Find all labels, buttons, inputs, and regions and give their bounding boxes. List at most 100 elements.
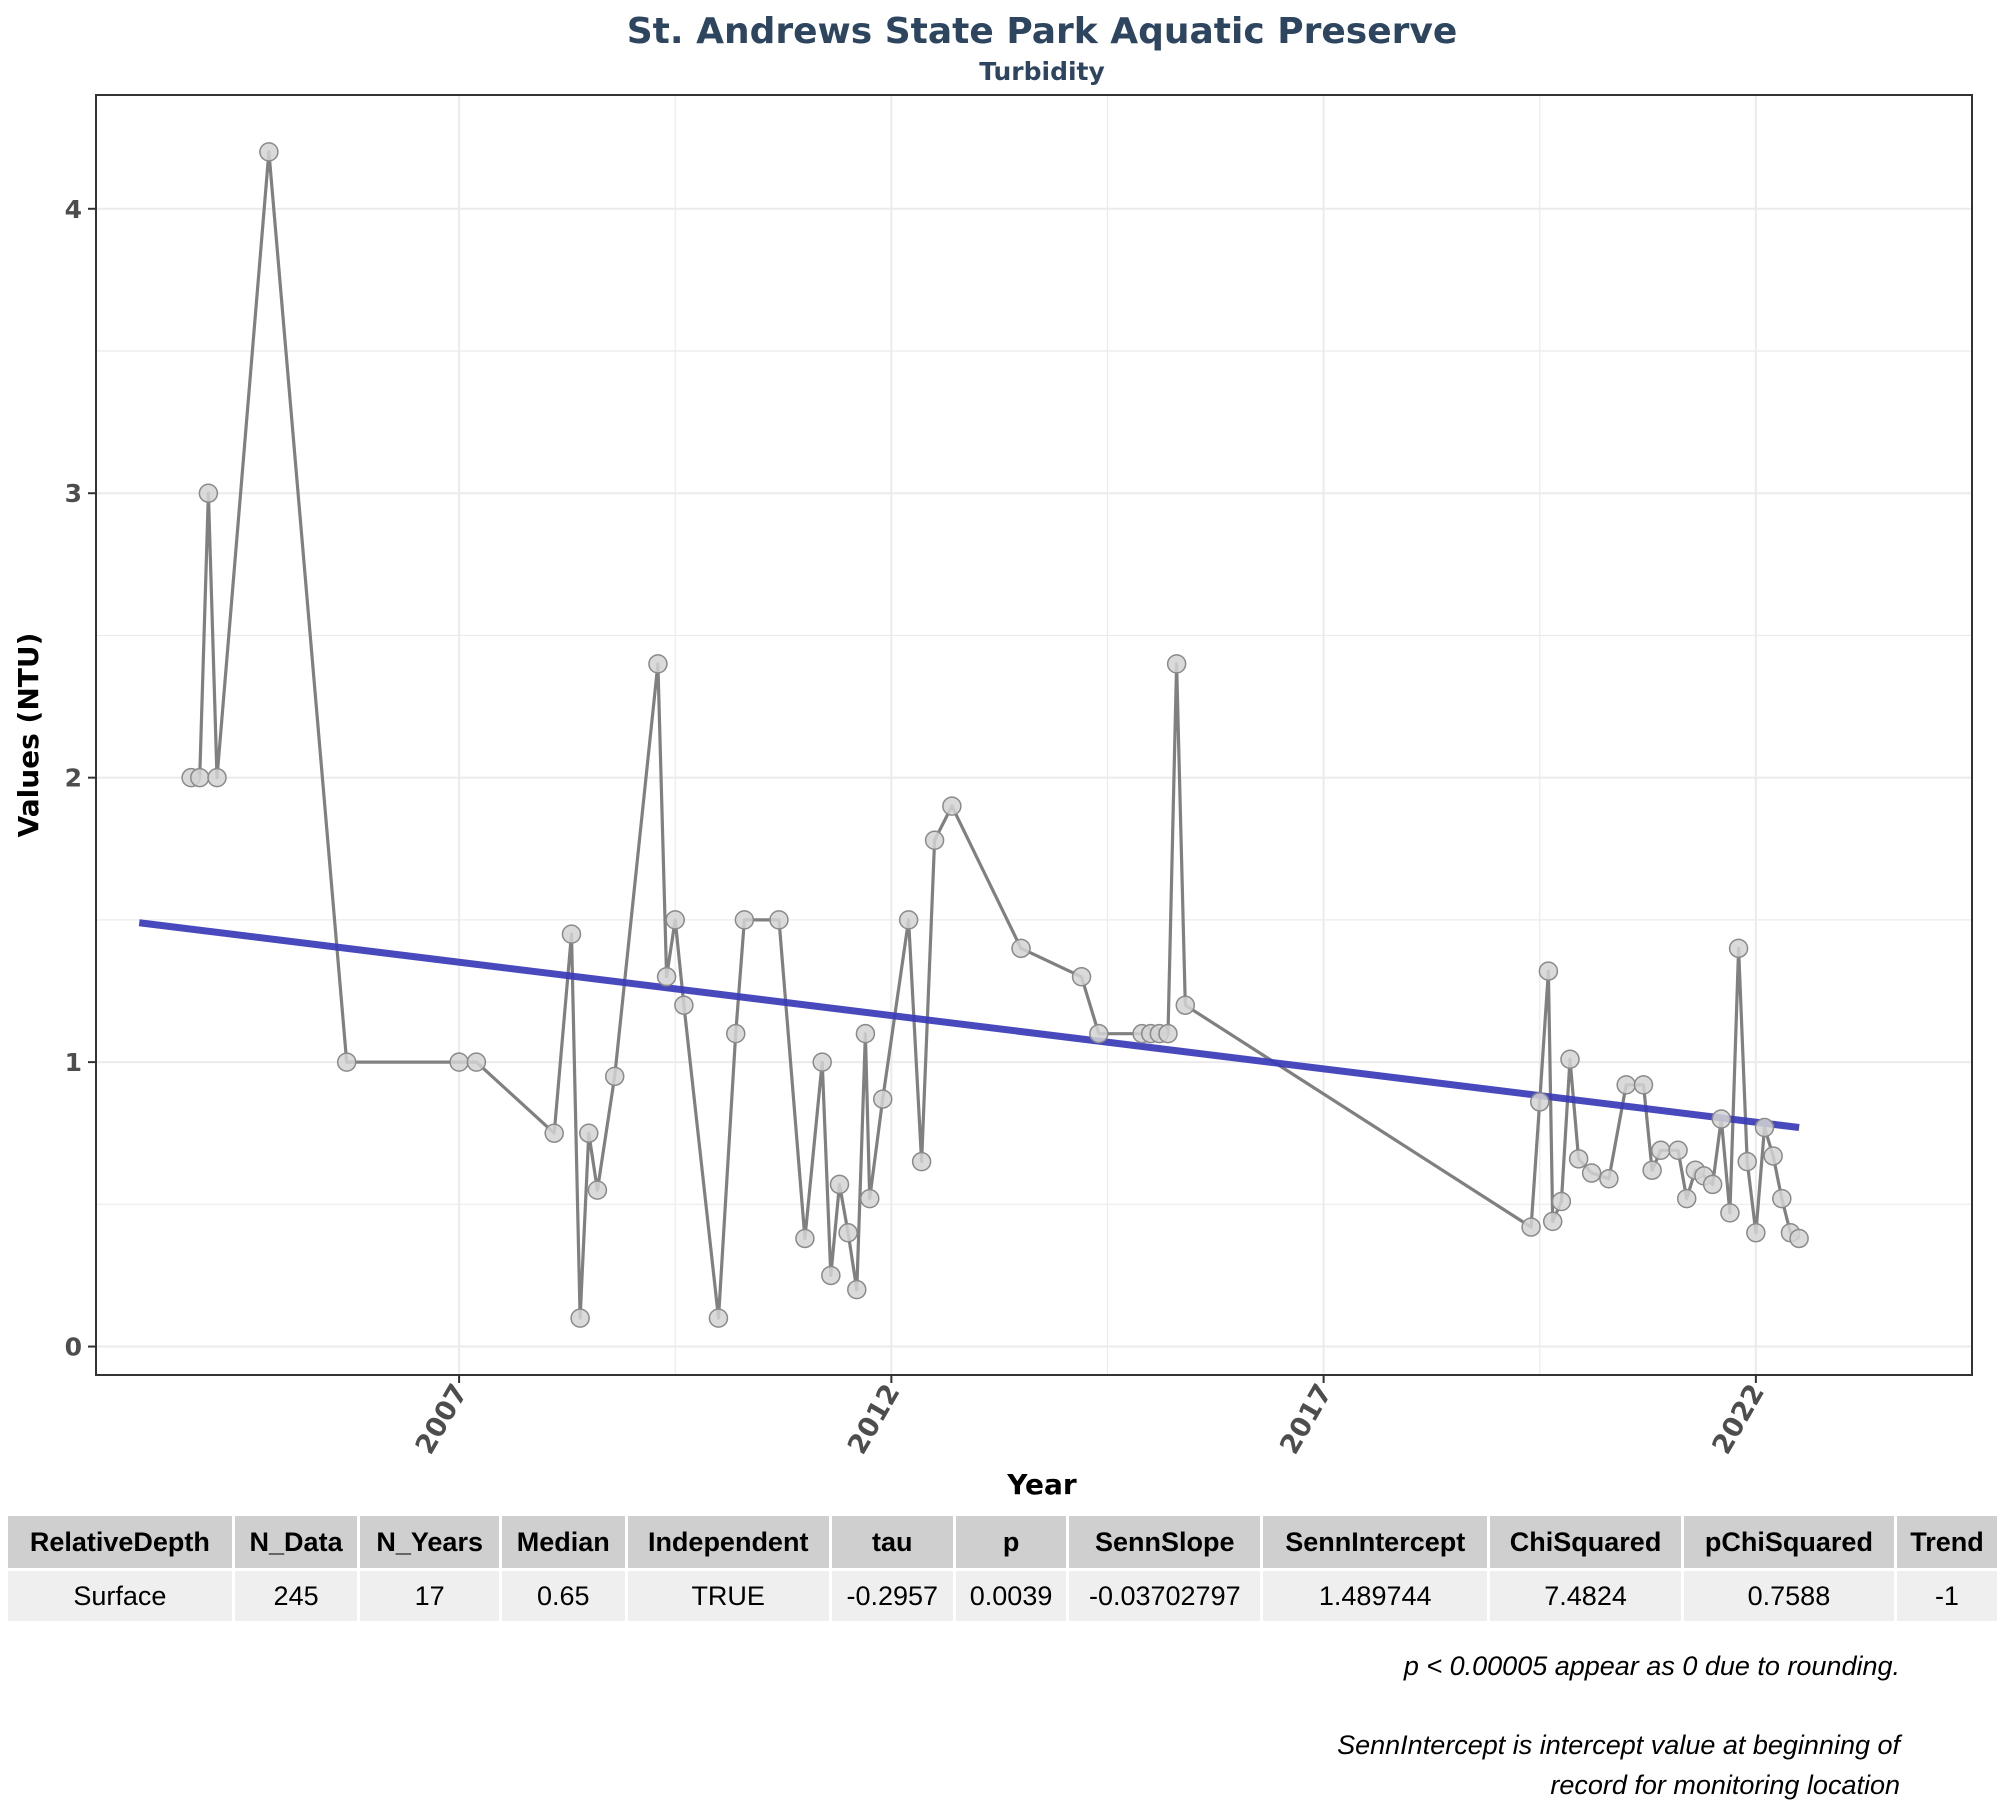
table-cell-median: 0.65 xyxy=(500,1568,628,1621)
data-point xyxy=(838,1223,858,1243)
data-point xyxy=(911,1151,932,1172)
y-axis-label: Values (NTU) xyxy=(12,633,45,838)
table-header-p: p xyxy=(954,1516,1070,1570)
data-point xyxy=(725,1023,746,1044)
data-point xyxy=(898,910,919,930)
table-header-tau: tau xyxy=(830,1516,956,1570)
table-header-sennintercept: SennIntercept xyxy=(1261,1516,1491,1570)
data-point xyxy=(604,1066,625,1087)
x-tick-label: 2022 xyxy=(1707,1379,1771,1460)
data-point xyxy=(1711,1109,1732,1129)
table-header-row: RelativeDepth N_Data N_Years Median Independ… xyxy=(8,1516,2000,1570)
table-cell-sennintercept: 1.489744 xyxy=(1261,1568,1491,1621)
data-point xyxy=(189,767,210,788)
x-axis-label: Year xyxy=(1006,1468,1077,1501)
data-point xyxy=(1616,1075,1636,1095)
data-point xyxy=(1560,1049,1580,1070)
data-point xyxy=(1772,1188,1792,1209)
y-tick-label: 0 xyxy=(65,1333,82,1362)
plot-border xyxy=(95,94,1973,1376)
y-tick-label: 4 xyxy=(65,195,82,224)
data-point xyxy=(859,1188,880,1209)
data-point xyxy=(561,924,582,944)
x-tick-label: 2012 xyxy=(842,1379,906,1460)
y-axis: 0 1 2 3 4 xyxy=(65,195,96,1362)
table-header-n-data: N_Data xyxy=(233,1516,361,1570)
data-point xyxy=(207,767,227,788)
data-point xyxy=(1581,1163,1602,1183)
data-point xyxy=(1789,1228,1809,1249)
table-cell-p: 0.0039 xyxy=(954,1568,1070,1621)
data-point xyxy=(1551,1191,1572,1212)
data-point xyxy=(1633,1075,1654,1095)
chart: St. Andrews State Park Aquatic Preserve … xyxy=(12,11,1973,1501)
data-point xyxy=(336,1052,357,1072)
intercept-note-line-2: record for monitoring location xyxy=(1550,1770,1900,1800)
trend-line xyxy=(138,919,1800,1132)
data-point xyxy=(466,1052,487,1072)
data-point xyxy=(1642,1160,1662,1180)
table-header-relativedepth: RelativeDepth xyxy=(8,1516,235,1570)
chart-title: St. Andrews State Park Aquatic Preserve xyxy=(627,11,1458,52)
data-point xyxy=(1538,961,1559,981)
data-point xyxy=(769,910,789,930)
data-point xyxy=(1763,1146,1783,1166)
data-point xyxy=(1676,1188,1697,1209)
rounding-note: p < 0.00005 appear as 0 due to rounding. xyxy=(1403,1651,1900,1681)
data-point xyxy=(1542,1211,1563,1232)
table-header-sennslope: SennSlope xyxy=(1067,1516,1264,1570)
data-point xyxy=(259,142,279,162)
data-point xyxy=(665,910,685,930)
data-point xyxy=(656,967,677,987)
data-point xyxy=(1175,995,1196,1015)
table-cell-n-data: 245 xyxy=(233,1568,361,1621)
data-point xyxy=(942,796,962,816)
data-point xyxy=(1166,654,1187,674)
data-point xyxy=(855,1023,876,1044)
intercept-note-line-1: SennIntercept is intercept value at begi… xyxy=(1337,1730,1900,1760)
y-tick-label: 3 xyxy=(65,479,82,508)
table-row: Surface 245 17 0.65 TRUE -0.2957 0.0039 -0.0370… xyxy=(8,1568,2000,1621)
table-header-n-years: N_Years xyxy=(358,1516,502,1570)
data-series-line xyxy=(191,150,1800,1320)
data-point xyxy=(1089,1023,1109,1044)
grid xyxy=(96,95,1972,1375)
data-point xyxy=(1599,1168,1619,1189)
y-tick-label: 2 xyxy=(65,764,82,793)
table-header-pchisquared: pChiSquared xyxy=(1682,1516,1897,1570)
table-cell-tau: -0.2957 xyxy=(830,1568,956,1621)
data-point xyxy=(544,1123,564,1143)
data-point xyxy=(1521,1217,1541,1237)
data-point xyxy=(1011,938,1031,959)
table-header-median: Median xyxy=(500,1516,628,1570)
table-cell-sennslope: -0.03702797 xyxy=(1067,1568,1264,1621)
table-cell-pchisquared: 0.7588 xyxy=(1682,1568,1897,1621)
data-point xyxy=(587,1180,608,1200)
plot-area xyxy=(138,142,1809,1328)
stats-table: RelativeDepth N_Data N_Years Median Independ… xyxy=(8,1516,2000,1621)
data-point xyxy=(579,1123,599,1143)
table-cell-trend: -1 xyxy=(1895,1568,2000,1621)
x-tick-label: 2017 xyxy=(1274,1379,1338,1460)
data-point xyxy=(708,1308,729,1328)
data-point xyxy=(1568,1149,1589,1169)
y-tick-label: 1 xyxy=(65,1048,82,1077)
table-cell-independent: TRUE xyxy=(626,1568,832,1621)
table-cell-relativedepth: Surface xyxy=(8,1568,235,1621)
data-point xyxy=(1728,938,1749,959)
data-point xyxy=(1702,1174,1723,1195)
data-point xyxy=(1668,1140,1688,1161)
table-header-chisquared: ChiSquared xyxy=(1488,1516,1684,1570)
data-point xyxy=(1737,1151,1757,1172)
data-point xyxy=(847,1279,867,1300)
table-cell-n-years: 17 xyxy=(358,1568,502,1621)
data-point xyxy=(821,1265,841,1286)
x-tick-label: 2007 xyxy=(410,1379,474,1460)
data-point xyxy=(1754,1117,1775,1138)
data-point xyxy=(1158,1023,1178,1044)
data-point xyxy=(795,1228,815,1249)
data-point xyxy=(812,1052,832,1072)
data-point xyxy=(198,483,219,503)
data-point xyxy=(570,1308,590,1328)
table-header-trend: Trend xyxy=(1895,1516,2000,1570)
